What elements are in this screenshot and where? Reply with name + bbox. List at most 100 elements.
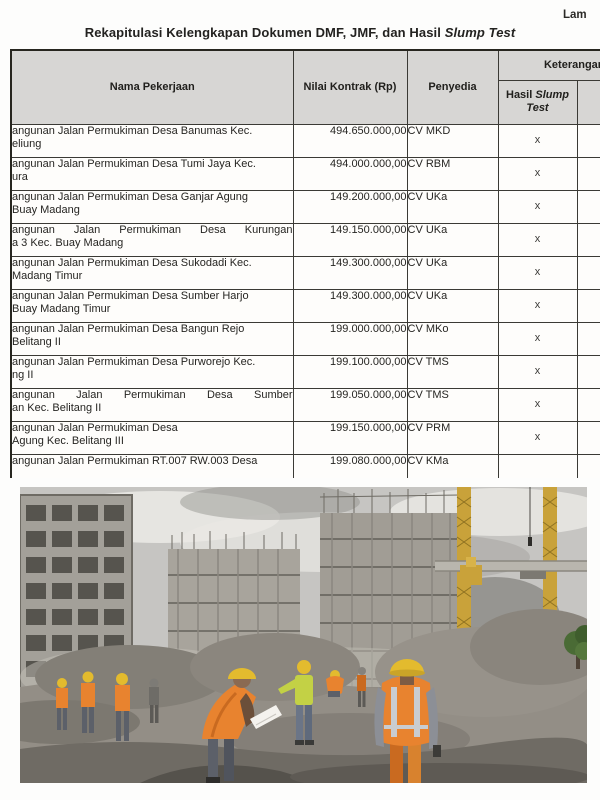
worker-bent-with-papers xyxy=(202,668,282,783)
recap-table: Nama Pekerjaan Nilai Kontrak (Rp) Penyed… xyxy=(10,49,600,478)
table-row: angunan Jalan Permukiman Desa Purworejo … xyxy=(10,354,600,389)
cell-clipped xyxy=(576,420,600,455)
cell-clipped xyxy=(576,189,600,224)
col-header-keterangan: Keterangan xyxy=(497,49,600,81)
cell-nama-pekerjaan: angunan Jalan Permukiman Desa Purworejo … xyxy=(10,354,294,389)
cell-hasil-slump-test: x xyxy=(497,420,578,455)
cell-nama-pekerjaan: angunan Jalan Permukiman Desa Tumi Jaya … xyxy=(10,156,294,191)
cell-penyedia: CV UKa xyxy=(406,222,499,257)
helmet xyxy=(228,668,256,679)
table-row: angunan Jalan Permukiman Desa Tumi Jaya … xyxy=(10,156,600,191)
cell-nama-pekerjaan: angunan Jalan Permukiman Desa Sumber Har… xyxy=(10,288,294,323)
cell-nilai-kontrak: 199.000.000,00 xyxy=(292,321,408,356)
cell-nilai-kontrak: 149.300.000,00 xyxy=(292,288,408,323)
table-row: angunan Jalan Permukiman RT.007 RW.003 D… xyxy=(10,453,600,478)
worker-small-crouching xyxy=(326,670,344,697)
tree xyxy=(564,625,587,669)
table-row: angunan Jalan Permukiman Desa Banumas Ke… xyxy=(10,123,600,158)
col-header-penyedia: Penyedia xyxy=(406,49,499,125)
cell-penyedia: CV MKD xyxy=(406,123,499,158)
cell-hasil-slump-test: x xyxy=(497,321,578,356)
cell-nilai-kontrak: 199.080.000,00 xyxy=(292,453,408,478)
cell-nama-pekerjaan: angunan Jalan Permukiman Desa Sukodadi K… xyxy=(10,255,294,290)
cell-nama-pekerjaan: angunan Jalan Permukiman Desa Agung Kec.… xyxy=(10,420,294,455)
table-row: angunan Jalan Permukiman Desa Kurungan a… xyxy=(10,222,600,257)
cell-clipped xyxy=(576,354,600,389)
cell-nama-pekerjaan: angunan Jalan Permukiman Desa Ganjar Agu… xyxy=(10,189,294,224)
cell-hasil-slump-test: x xyxy=(497,123,578,158)
dirt-mound xyxy=(190,633,360,701)
cell-penyedia: CV KMa xyxy=(406,453,499,478)
recap-table-container: Nama Pekerjaan Nilai Kontrak (Rp) Penyed… xyxy=(10,49,600,478)
table-row: angunan Jalan Permukiman Desa Agung Kec.… xyxy=(10,420,600,455)
cell-nilai-kontrak: 494.000.000,00 xyxy=(292,156,408,191)
cell-hasil-slump-test: x xyxy=(497,354,578,389)
cell-clipped xyxy=(576,453,600,478)
cell-clipped xyxy=(576,288,600,323)
page-title-italic: Slump Test xyxy=(444,25,516,40)
dirt-mound xyxy=(20,700,140,744)
cell-nilai-kontrak: 149.200.000,00 xyxy=(292,189,408,224)
worker-hivis-green xyxy=(278,660,314,745)
worker-small-gray xyxy=(357,667,366,707)
cell-nama-pekerjaan: angunan Jalan Permukiman Desa Banumas Ke… xyxy=(10,123,294,158)
cell-clipped xyxy=(576,321,600,356)
cell-nilai-kontrak: 199.050.000,00 xyxy=(292,387,408,422)
cell-penyedia: CV UKa xyxy=(406,288,499,323)
worker-small-left-group xyxy=(56,671,130,741)
worker-small-gray xyxy=(149,678,159,723)
cell-nama-pekerjaan: angunan Jalan Permukiman Desa Bangun Rej… xyxy=(10,321,294,356)
cell-nilai-kontrak: 199.100.000,00 xyxy=(292,354,408,389)
rebar-spikes xyxy=(171,531,297,549)
worker-small xyxy=(115,673,130,741)
page-corner-label: Lam xyxy=(563,9,587,21)
cell-nama-pekerjaan: angunan Jalan Permukiman RT.007 RW.003 D… xyxy=(10,453,294,478)
dirt-shadow xyxy=(290,763,587,783)
cell-clipped xyxy=(576,156,600,191)
cell-nama-pekerjaan: angunan Jalan Permukiman Desa Sumber an … xyxy=(10,387,294,422)
construction-photo xyxy=(20,487,587,783)
cell-penyedia: CV MKo xyxy=(406,321,499,356)
cell-hasil-slump-test: x xyxy=(497,288,578,323)
table-row: angunan Jalan Permukiman Desa Ganjar Agu… xyxy=(10,189,600,224)
papers xyxy=(250,705,282,729)
cell-nilai-kontrak: 149.150.000,00 xyxy=(292,222,408,257)
cell-clipped xyxy=(576,387,600,422)
cell-nama-pekerjaan: angunan Jalan Permukiman Desa Kurungan a… xyxy=(10,222,294,257)
cell-hasil-slump-test: x xyxy=(497,387,578,422)
cell-penyedia: CV RBM xyxy=(406,156,499,191)
dirt-mound xyxy=(470,609,587,685)
cell-hasil-slump-test: x xyxy=(497,255,578,290)
table-row: angunan Jalan Permukiman Desa Sukodadi K… xyxy=(10,255,600,290)
cell-clipped xyxy=(576,222,600,257)
page-title: Rekapitulasi Kelengkapan Dokumen DMF, JM… xyxy=(0,25,600,40)
page-title-regular: Rekapitulasi Kelengkapan Dokumen DMF, JM… xyxy=(84,25,445,40)
cell-penyedia: CV TMS xyxy=(406,354,499,389)
col-header-nilai-kontrak: Nilai Kontrak (Rp) xyxy=(292,49,408,125)
cell-nilai-kontrak: 494.650.000,00 xyxy=(292,123,408,158)
cell-hasil-slump-test: x xyxy=(497,189,578,224)
col-header-clipped: D xyxy=(576,79,600,125)
cell-nilai-kontrak: 199.150.000,00 xyxy=(292,420,408,455)
cell-penyedia: CV UKa xyxy=(406,189,499,224)
crane-jib xyxy=(435,487,587,585)
table-row: angunan Jalan Permukiman Desa Sumber an … xyxy=(10,387,600,422)
col-header-hasil-slump-test: Hasil Slump Test xyxy=(497,79,578,125)
cell-penyedia: CV UKa xyxy=(406,255,499,290)
cell-nilai-kontrak: 149.300.000,00 xyxy=(292,255,408,290)
cloud xyxy=(180,487,360,520)
worker-back-view xyxy=(374,659,441,783)
worker-small xyxy=(81,671,95,733)
table-body: angunan Jalan Permukiman Desa Banumas Ke… xyxy=(10,123,600,478)
table-row: angunan Jalan Permukiman Desa Sumber Har… xyxy=(10,288,600,323)
table-row: angunan Jalan Permukiman Desa Bangun Rej… xyxy=(10,321,600,356)
col-header-nama-pekerjaan: Nama Pekerjaan xyxy=(10,49,294,125)
cell-clipped xyxy=(576,255,600,290)
table-header: Nama Pekerjaan Nilai Kontrak (Rp) Penyed… xyxy=(10,49,600,125)
worker-small xyxy=(56,678,68,730)
cell-clipped xyxy=(576,123,600,158)
cell-penyedia: CV PRM xyxy=(406,420,499,455)
cell-hasil-slump-test: x xyxy=(497,222,578,257)
cell-hasil-slump-test: x xyxy=(497,156,578,191)
